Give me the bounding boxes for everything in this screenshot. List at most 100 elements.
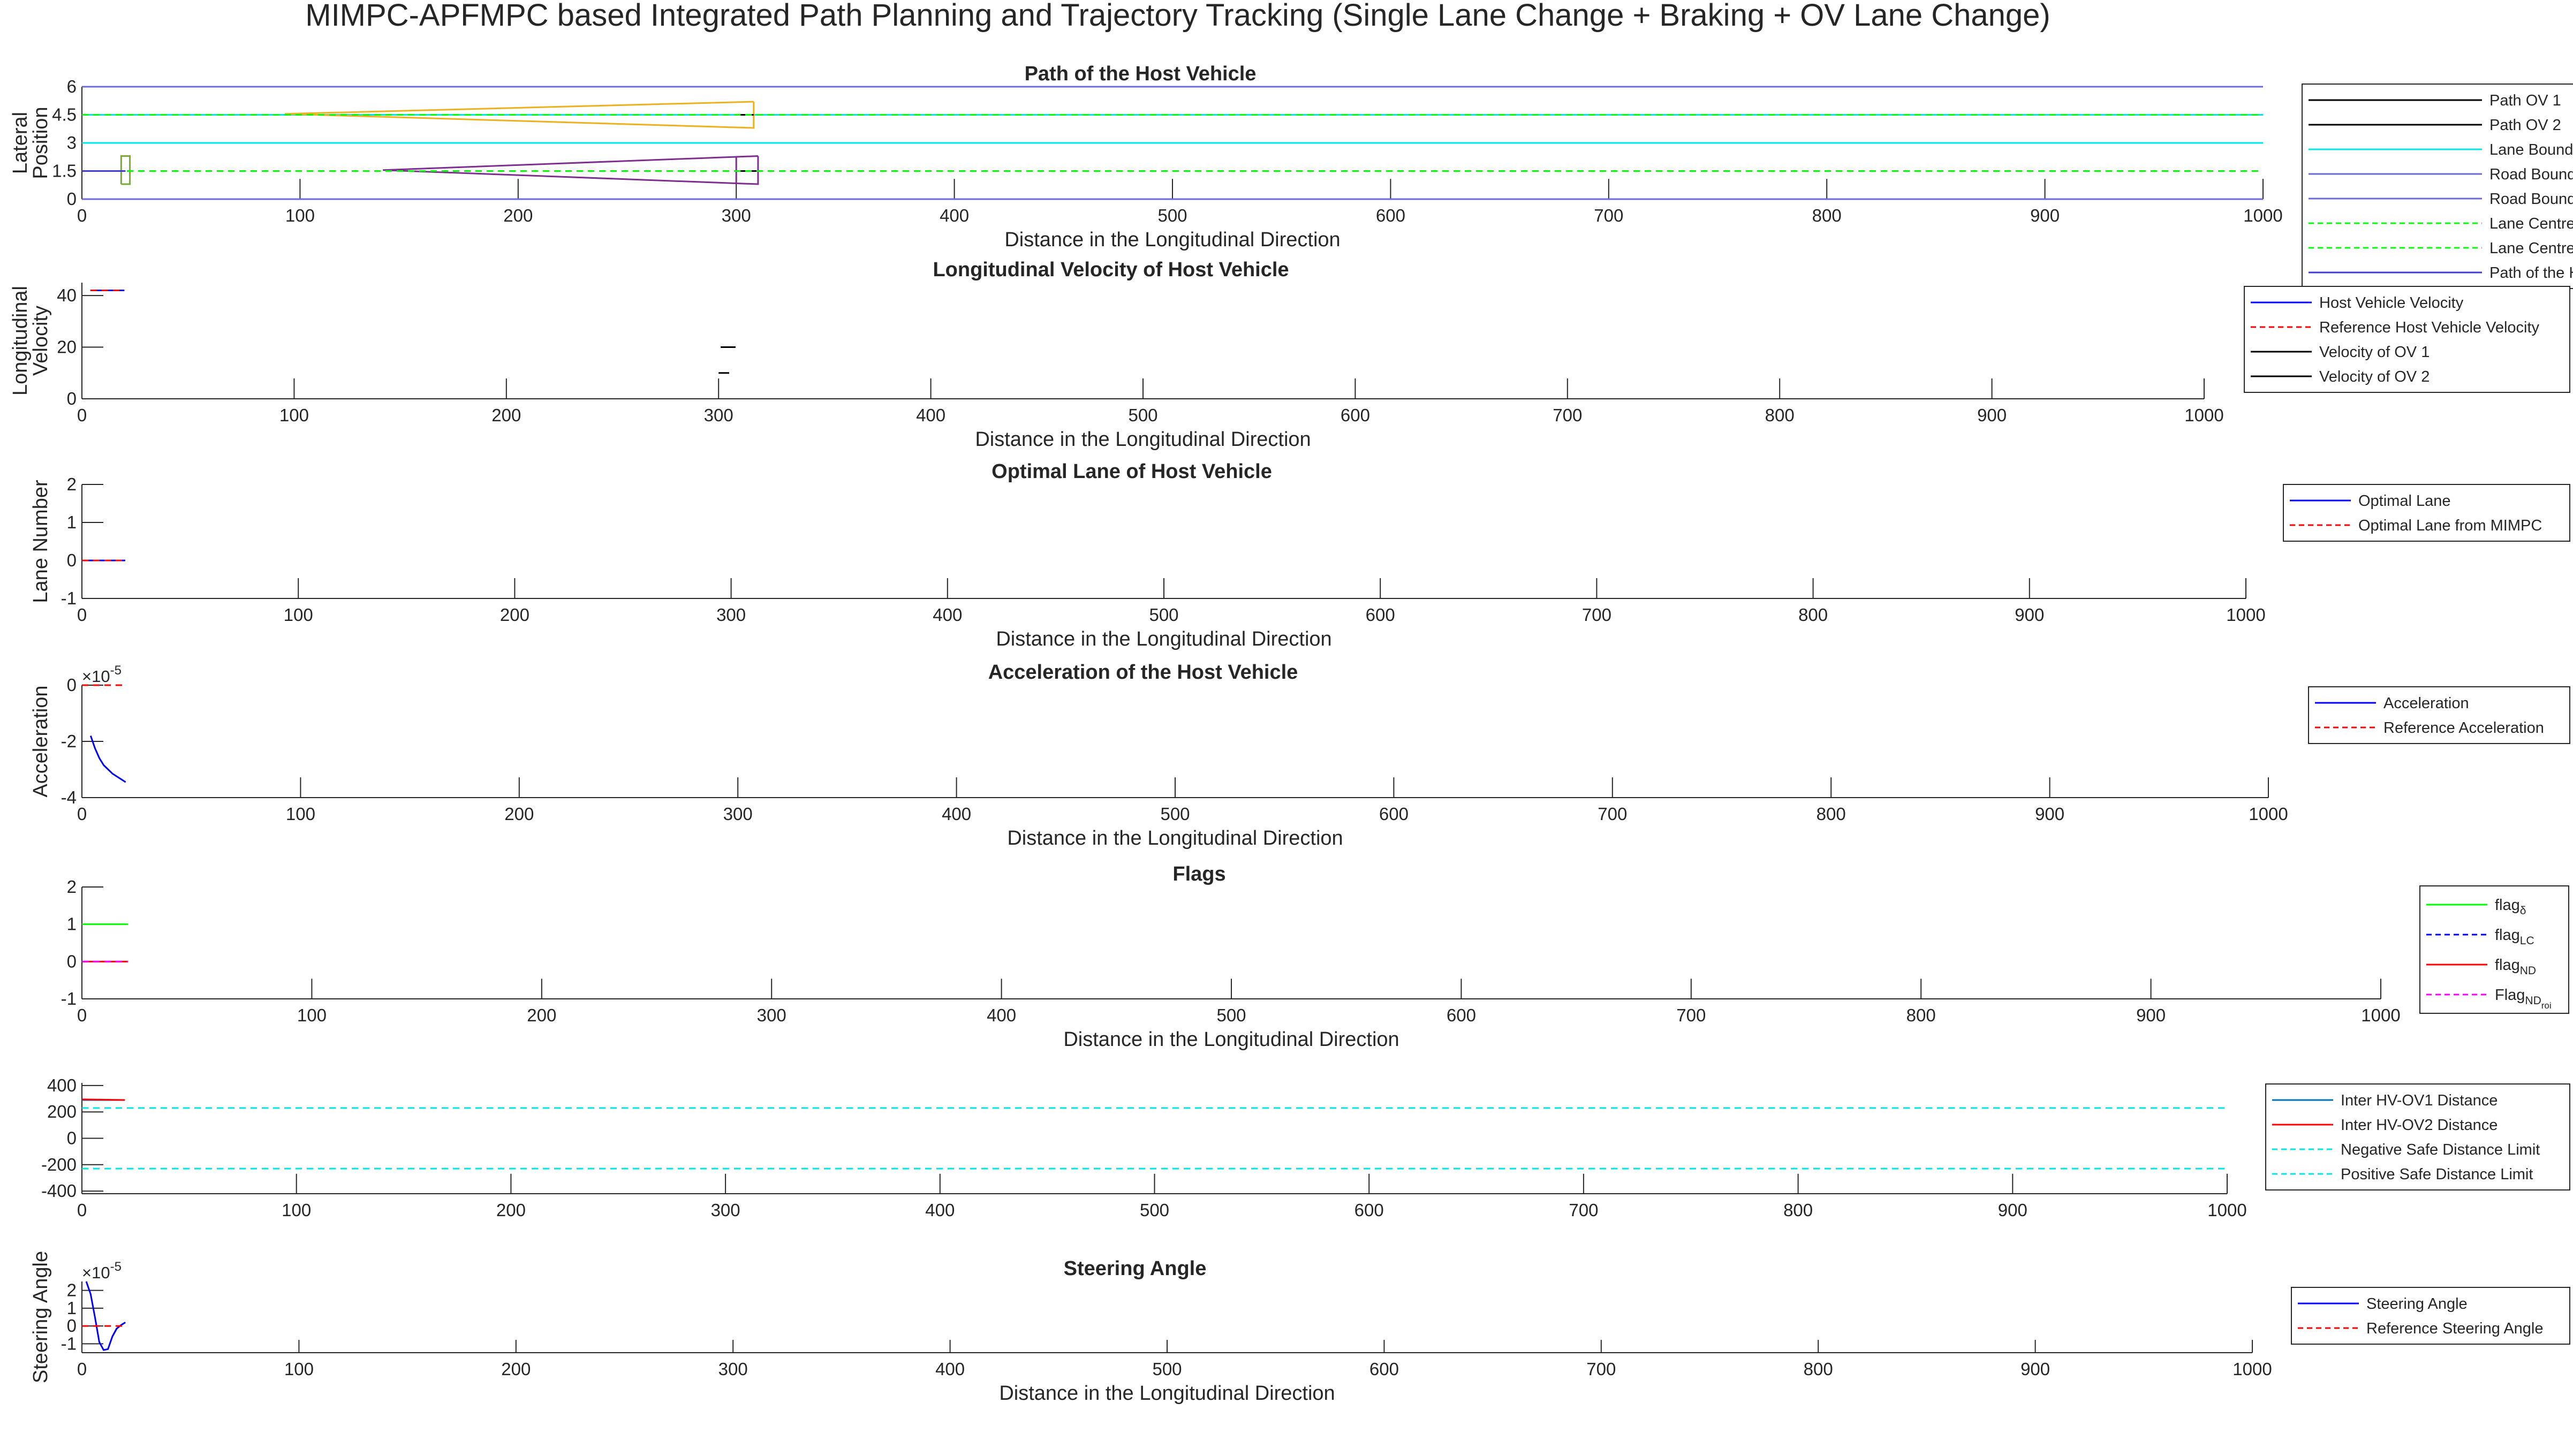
accel-subplot: 0 100 200 300 400 500 600 700 800 900 1000-4-20 ×10… [29, 661, 2570, 850]
path-title: Path of the Host Vehicle [1025, 63, 1257, 85]
velocity-legend-label: Reference Host Vehicle Velocity [2319, 319, 2540, 336]
path-legend-label: Lane Boundaries [2489, 141, 2573, 158]
lane-subplot: 0 100 200 300 400 500 600 700 800 900 1000-1012Opt… [29, 460, 2570, 650]
steering-legend-box [2291, 1287, 2570, 1345]
flags-legend-label: flagδ [2495, 897, 2526, 917]
accel-x-tick-label: 500 [1160, 804, 1190, 824]
path-legend-label: Road Boundaries [2489, 166, 2573, 183]
path-y-tick-label: 3 [67, 133, 77, 153]
accel-x-tick-label: 300 [723, 804, 753, 824]
lane-x-tick-label: 200 [500, 605, 529, 625]
lane-x-tick-label: 400 [933, 605, 962, 625]
steering-x-tick-label: 1000 [2233, 1359, 2272, 1379]
path-legend-box [2302, 84, 2573, 289]
distance-x-tick-label: 300 [711, 1200, 740, 1220]
velocity-x-tick-label: 100 [279, 405, 309, 425]
lane-x-tick-label: 300 [716, 605, 746, 625]
steering-x-tick-label: 500 [1152, 1359, 1182, 1379]
distance-x-tick-label: 900 [1998, 1200, 2027, 1220]
flags-legend-box [2419, 885, 2569, 1014]
lane-legend-box [2283, 484, 2570, 542]
flags-x-tick-label: 700 [1676, 1005, 1706, 1025]
steering-y-tick-label: 1 [67, 1298, 77, 1318]
steering-legend-label: Steering Angle [2366, 1295, 2468, 1313]
accel-x-tick-label: 0 [77, 804, 87, 824]
path-x-tick-label: 900 [2030, 206, 2060, 225]
velocity-x-tick-label: 1000 [2184, 405, 2223, 425]
distance-x-tick-label: 200 [496, 1200, 526, 1220]
flags-x-tick-label: 600 [1447, 1005, 1476, 1025]
steering-legend-label: Reference Steering Angle [2366, 1320, 2544, 1337]
velocity-y-tick-label: 20 [57, 337, 77, 357]
lane-x-tick-label: 500 [1149, 605, 1178, 625]
flags-x-tick-label: 300 [757, 1005, 786, 1025]
lane-legend: Optimal Lane Optimal Lane from MIMPC [2283, 484, 2570, 542]
distance-x-tick-label: 400 [925, 1200, 955, 1220]
path-ylabel: Lateral [9, 112, 32, 174]
accel-legend-label: Acceleration [2383, 695, 2469, 712]
accel-x-tick-label: 400 [942, 804, 971, 824]
lane-x-tick-label: 600 [1366, 605, 1395, 625]
accel-x-tick-label: 600 [1379, 804, 1409, 824]
accel-y-tick-label: 0 [67, 675, 77, 695]
distance-legend-box [2265, 1083, 2570, 1190]
path-y-tick-label: 4.5 [52, 105, 77, 125]
path-legend-label: Path OV 2 [2489, 117, 2561, 134]
velocity-x-tick-label: 0 [77, 405, 87, 425]
path-legend: Path OV 1 Path OV 2 Lane Boundaries Road Bo… [2302, 84, 2573, 289]
path-x-tick-label: 700 [1594, 206, 1623, 225]
flags-legend-label: flagLC [2495, 927, 2534, 947]
distance-legend-label: Negative Safe Distance Limit [2341, 1141, 2540, 1158]
accel-ylabel: Acceleration [29, 685, 52, 797]
velocity-legend-label: Velocity of OV 2 [2319, 368, 2430, 385]
flags-x-tick-label: 800 [1906, 1005, 1936, 1025]
velocity-subplot: 0 100 200 300 400 500 600 700 800 900 1000 0 20 40 Lon… [9, 259, 2570, 451]
flags-y-tick-label: -1 [61, 989, 77, 1008]
lane-x-tick-label: 900 [2015, 605, 2044, 625]
steering-ylabel: Steering Angle [29, 1251, 52, 1383]
flags-x-tick-label: 400 [987, 1005, 1016, 1025]
lane-ylabel: Lane Number [29, 480, 52, 603]
steering-x-tick-label: 700 [1586, 1359, 1616, 1379]
distance-y-tick-label: 0 [67, 1128, 77, 1148]
lane-legend-label: Optimal Lane from MIMPC [2358, 517, 2542, 534]
velocity-x-tick-label: 800 [1765, 405, 1795, 425]
steering-y-tick-label: -1 [61, 1333, 77, 1353]
path-x-tick-label: 1000 [2243, 206, 2282, 225]
flags-legend: flagδ flagLC flagND FlagNDroi [2419, 885, 2569, 1014]
path-x-tick-label: 800 [1812, 206, 1842, 225]
steering-series-0 [85, 1281, 126, 1351]
flags-subplot: 0 100 200 300 400 500 600 700 800 900 1000-1012Fla… [61, 863, 2569, 1051]
flags-x-tick-label: 100 [297, 1005, 327, 1025]
velocity-y-tick-label: 40 [57, 285, 77, 305]
lane-x-tick-label: 0 [77, 605, 87, 625]
velocity-legend-label: Velocity of OV 1 [2319, 344, 2430, 361]
steering-subplot: 0 100 200 300 400 500 600 700 800 900 1000-1012×10… [29, 1251, 2570, 1405]
velocity-xlabel: Distance in the Longitudinal Direction [975, 428, 1311, 451]
flags-x-tick-label: 0 [77, 1005, 87, 1025]
velocity-legend-box [2244, 286, 2570, 393]
lane-xlabel: Distance in the Longitudinal Direction [996, 628, 1331, 650]
accel-title: Acceleration of the Host Vehicle [988, 661, 1298, 684]
path-subplot: 0 100 200 300 400 500 600 700 800 900 1000 0 1.5 3 4.5… [9, 63, 2573, 289]
path-legend-label: Path of the Host Vehicle [2489, 264, 2573, 282]
distance-x-tick-label: 700 [1569, 1200, 1598, 1220]
steering-x-tick-label: 400 [935, 1359, 965, 1379]
path-x-tick-label: 100 [285, 206, 315, 225]
path-ylabel: Position [29, 107, 52, 179]
accel-y-tick-label: -2 [61, 731, 77, 751]
flags-y-tick-label: 2 [67, 877, 77, 897]
accel-x-tick-label: 1000 [2249, 804, 2288, 824]
distance-y-tick-label: 200 [47, 1102, 77, 1121]
steering-x-tick-label: 200 [501, 1359, 531, 1379]
accel-legend-label: Reference Acceleration [2383, 719, 2544, 737]
lane-legend-label: Optimal Lane [2358, 492, 2451, 510]
lane-y-tick-label: 1 [67, 512, 77, 532]
distance-legend-label: Inter HV-OV1 Distance [2341, 1092, 2498, 1109]
distance-x-tick-label: 600 [1354, 1200, 1384, 1220]
accel-exponent: ×10-5 [82, 663, 122, 686]
velocity-x-tick-label: 300 [704, 405, 733, 425]
distance-x-tick-label: 500 [1140, 1200, 1169, 1220]
